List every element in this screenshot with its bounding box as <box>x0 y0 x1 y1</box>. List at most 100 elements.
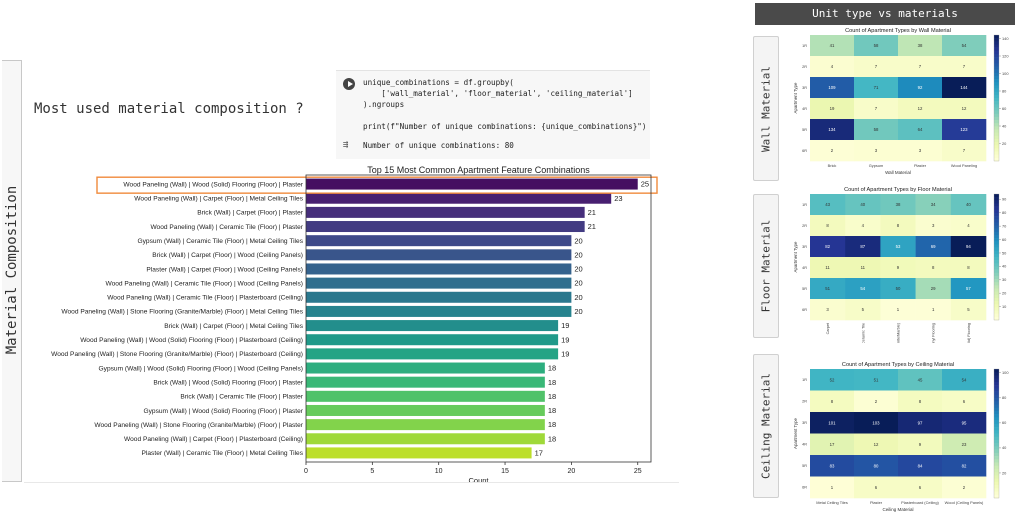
heatmap-y-axis-label: Apartment Type <box>793 241 798 272</box>
run-cell-icon[interactable] <box>343 78 355 90</box>
heatmap-cell <box>810 35 855 57</box>
heatmap-cell-value: 51 <box>825 286 830 291</box>
bar-value-label: 21 <box>588 208 596 217</box>
colorbar-segment <box>994 465 999 470</box>
cell-output: Number of unique combinations: 80 <box>363 141 514 150</box>
colorbar-segment <box>994 443 999 447</box>
heatmap-cell <box>942 119 987 141</box>
heatmap-cell <box>880 257 916 279</box>
heatmap-cell-value: 4 <box>831 64 834 69</box>
heatmap-cell <box>942 140 987 162</box>
bar <box>306 348 559 360</box>
heatmap-cell-value: 3 <box>919 148 922 153</box>
heatmap-cell-value: 7 <box>875 106 878 111</box>
heatmap-cell <box>942 412 987 434</box>
colorbar-segment <box>994 234 999 239</box>
colorbar-segment <box>994 394 999 399</box>
output-icon[interactable]: ⇶ <box>343 140 349 150</box>
colorbar-segment <box>994 206 999 211</box>
bar-category-label: Wood Paneling (Wall) | Stone Flooring (G… <box>94 422 303 429</box>
chart-title: Top 15 Most Common Apartment Feature Com… <box>367 165 590 175</box>
heatmap-cell <box>942 35 987 57</box>
colorbar-segment <box>994 142 999 146</box>
colorbar-segment <box>994 307 999 311</box>
colorbar-segment <box>994 475 999 479</box>
heatmap-x-tick-label: Plasterboard (Ceiling) <box>901 500 939 505</box>
heatmap-y-axis-label: Apartment Type <box>793 82 798 113</box>
heatmap-cell <box>898 77 943 99</box>
colorbar-segment <box>994 157 999 162</box>
colorbar-segment <box>994 410 999 415</box>
heatmap-cell <box>845 236 881 258</box>
heatmap-x-tick-label: Plaster <box>914 163 927 168</box>
heatmap-cell-value: 6 <box>963 399 966 404</box>
heatmap-cell-value: 97 <box>918 420 923 425</box>
heatmap-cell <box>845 215 881 237</box>
heatmap-cell-value: 11 <box>825 265 830 270</box>
colorbar-tick-label: 120 <box>1002 53 1009 58</box>
heatmap-ceiling: Count of Apartment Types by Ceiling Mate… <box>793 362 1009 512</box>
heatmap-cell-value: 95 <box>962 420 967 425</box>
colorbar-segment <box>994 485 999 489</box>
bar-category-label: Wood Paneling (Wall) | Carpet (Floor) | … <box>134 196 303 203</box>
heatmap-cell-value: 3 <box>932 223 935 228</box>
heatmap-cell <box>915 194 952 216</box>
colorbar-segment <box>994 145 999 149</box>
colorbar-segment <box>994 94 999 99</box>
heatmap-cell-value: 38 <box>918 43 923 48</box>
colorbar-segment <box>994 420 999 425</box>
colorbar-segment <box>994 88 999 92</box>
section-label-wall: Wall Material <box>753 36 779 181</box>
colorbar-segment <box>994 41 999 45</box>
heatmap-cell <box>950 236 987 258</box>
colorbar-segment <box>994 285 999 289</box>
heatmap-cell-value: 19 <box>830 106 835 111</box>
heatmap-cell <box>810 215 846 237</box>
heatmap-cell-value: 69 <box>931 244 936 249</box>
colorbar-segment <box>994 244 999 248</box>
colorbar-segment <box>994 417 999 421</box>
heatmap-cell-value: 123 <box>960 127 968 132</box>
heatmap-cell-value: 45 <box>918 377 923 382</box>
heatmap-cell-value: 54 <box>962 43 967 48</box>
bar-value-label: 20 <box>574 250 582 259</box>
heatmap-cell <box>898 433 943 456</box>
heatmap-cell-value: 144 <box>960 85 968 90</box>
heatmap-cell-value: 34 <box>931 202 936 207</box>
bar <box>306 235 572 247</box>
colorbar-segment <box>994 398 999 402</box>
colorbar-segment <box>994 446 999 450</box>
heatmap-x-tick-label: Plaster <box>870 500 883 505</box>
code-line: print(f"Number of unique combinations: {… <box>363 122 647 131</box>
heatmap-cell-value: 134 <box>828 127 836 132</box>
colorbar-segment <box>994 272 999 277</box>
right-panel-header: Unit type vs materials <box>755 3 1015 25</box>
colorbar-segment <box>994 288 999 292</box>
heatmap-cell <box>845 278 881 300</box>
colorbar-segment <box>994 222 999 226</box>
colorbar-segment <box>994 266 999 270</box>
heatmap-title: Count of Apartment Types by Wall Materia… <box>845 28 951 34</box>
colorbar-segment <box>994 241 999 245</box>
heatmap-cell-value: 7 <box>963 64 966 69</box>
bar-value-label: 18 <box>548 378 556 387</box>
heatmap-cell <box>854 35 899 57</box>
colorbar-segment <box>994 407 999 412</box>
heatmap-cell-value: 9 <box>919 442 922 447</box>
heatmap-cell-value: 5 <box>862 307 865 312</box>
colorbar-segment <box>994 132 999 137</box>
heatmap-cell <box>810 299 846 321</box>
colorbar-tick-label: 80 <box>1002 210 1007 215</box>
colorbar-frame <box>993 368 1000 499</box>
bar-category-label: Gypsum (Wall) | Wood (Solid) Flooring (F… <box>143 408 303 415</box>
heatmap-x-tick-label: Wood Paneling <box>951 163 977 168</box>
code-line: unique_combinations = df.groupby( <box>363 78 514 87</box>
heatmap-cell-value: 8 <box>967 265 970 270</box>
section-label-ceiling: Ceiling Material <box>753 354 779 498</box>
colorbar-segment <box>994 491 999 496</box>
heatmap-cell <box>880 278 916 300</box>
heatmap-cell-value: 8 <box>897 223 900 228</box>
heatmap-x-tick-label: Carpet <box>826 322 830 334</box>
colorbar-segment <box>994 488 999 492</box>
plot-frame <box>305 174 652 463</box>
